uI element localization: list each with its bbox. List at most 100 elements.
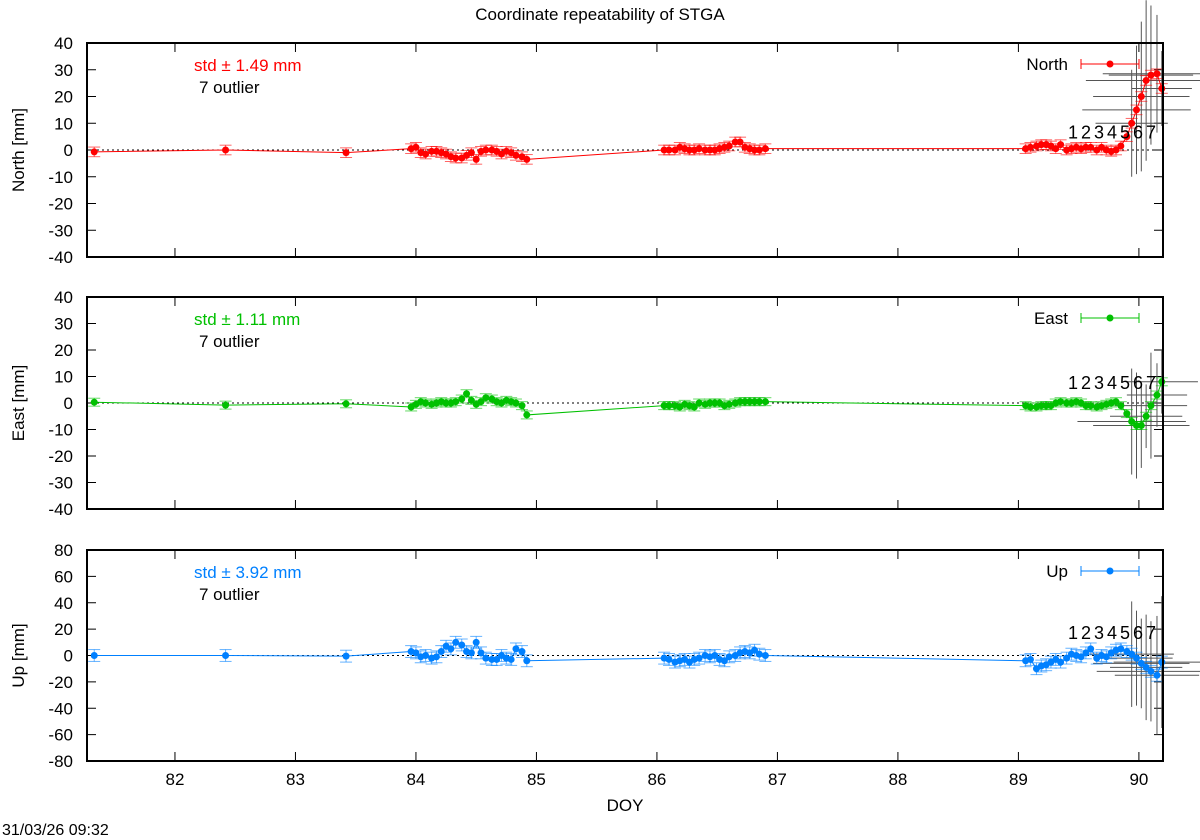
data-point bbox=[518, 648, 526, 656]
data-point bbox=[665, 146, 673, 154]
data-point bbox=[507, 655, 515, 663]
data-point bbox=[452, 638, 460, 646]
outlier-label: 7 bbox=[1146, 623, 1156, 643]
data-point bbox=[482, 394, 490, 402]
y-axis-label: East [mm] bbox=[9, 365, 28, 442]
data-point bbox=[412, 143, 420, 151]
data-point bbox=[342, 652, 350, 660]
data-point bbox=[701, 146, 709, 154]
x-tick-label: 84 bbox=[406, 770, 425, 789]
series-line bbox=[94, 641, 1163, 677]
data-point bbox=[518, 402, 526, 410]
y-tick-label: 0 bbox=[64, 141, 73, 160]
data-point bbox=[695, 145, 703, 153]
data-point bbox=[432, 653, 440, 661]
data-point bbox=[1117, 402, 1125, 410]
x-tick-label: 86 bbox=[647, 770, 666, 789]
data-point bbox=[1132, 106, 1140, 114]
data-point bbox=[1147, 402, 1155, 410]
data-point bbox=[660, 402, 668, 410]
y-tick-label: 80 bbox=[54, 541, 73, 560]
data-point bbox=[90, 148, 98, 156]
data-point bbox=[90, 398, 98, 406]
data-point bbox=[463, 390, 471, 398]
data-point bbox=[523, 155, 531, 163]
y-tick-label: 10 bbox=[54, 114, 73, 133]
y-axis-label: North [mm] bbox=[9, 108, 28, 192]
outlier-label: 1 bbox=[1068, 623, 1078, 643]
data-point bbox=[1132, 422, 1140, 430]
data-point bbox=[1153, 671, 1161, 679]
data-point bbox=[422, 399, 430, 407]
data-point bbox=[428, 147, 436, 155]
x-tick-label: 83 bbox=[286, 770, 305, 789]
data-point bbox=[1087, 645, 1095, 653]
y-tick-label: 10 bbox=[54, 368, 73, 387]
y-tick-label: 0 bbox=[64, 647, 73, 666]
data-point bbox=[1052, 145, 1060, 153]
data-point bbox=[1142, 76, 1150, 84]
data-point bbox=[452, 398, 460, 406]
y-tick-label: -30 bbox=[48, 474, 73, 493]
data-point bbox=[1158, 84, 1166, 92]
data-point bbox=[706, 399, 714, 407]
y-tick-label: 20 bbox=[54, 341, 73, 360]
outlier-label: 5 bbox=[1120, 623, 1130, 643]
data-point bbox=[472, 638, 480, 646]
outlier-label: 5 bbox=[1120, 373, 1130, 393]
data-point bbox=[1037, 141, 1045, 149]
y-tick-label: -30 bbox=[48, 221, 73, 240]
outlier-count: 7 outlier bbox=[199, 78, 260, 97]
outlier-label: 6 bbox=[1133, 373, 1143, 393]
data-point bbox=[437, 648, 445, 656]
data-point bbox=[1037, 402, 1045, 410]
data-point bbox=[342, 400, 350, 408]
outlier-label: 3 bbox=[1094, 122, 1104, 142]
y-tick-label: -80 bbox=[48, 752, 73, 771]
data-point bbox=[482, 654, 490, 662]
y-tick-label: 60 bbox=[54, 567, 73, 586]
data-point bbox=[695, 399, 703, 407]
data-point bbox=[1057, 398, 1065, 406]
data-point bbox=[1087, 402, 1095, 410]
y-tick-label: 0 bbox=[64, 394, 73, 413]
y-tick-label: -20 bbox=[48, 447, 73, 466]
x-tick-label: 82 bbox=[165, 770, 184, 789]
outlier-label: 1 bbox=[1068, 122, 1078, 142]
outlier-label: 7 bbox=[1146, 373, 1156, 393]
data-point bbox=[477, 649, 485, 657]
x-tick-label: 89 bbox=[1009, 770, 1028, 789]
data-point bbox=[90, 652, 98, 659]
outlier-label: 2 bbox=[1081, 373, 1091, 393]
data-point bbox=[725, 653, 733, 661]
outlier-count: 7 outlier bbox=[199, 332, 260, 351]
outlier-count: 7 outlier bbox=[199, 585, 260, 604]
data-point bbox=[731, 138, 739, 146]
data-point bbox=[472, 155, 480, 163]
timestamp: 31/03/26 09:32 bbox=[2, 822, 109, 839]
data-point bbox=[1128, 119, 1136, 127]
data-point bbox=[736, 138, 744, 146]
data-point bbox=[1042, 402, 1050, 410]
plot-frame bbox=[86, 296, 1164, 510]
x-tick-label: 88 bbox=[888, 770, 907, 789]
y-tick-label: 30 bbox=[54, 61, 73, 80]
data-point bbox=[1112, 146, 1120, 154]
data-point bbox=[452, 154, 460, 162]
data-point bbox=[447, 645, 455, 653]
data-point bbox=[711, 399, 719, 407]
data-point bbox=[755, 398, 763, 406]
data-point bbox=[761, 145, 769, 153]
y-tick-label: -10 bbox=[48, 421, 73, 440]
data-point bbox=[1082, 143, 1090, 151]
data-point bbox=[1123, 133, 1131, 141]
data-point bbox=[467, 149, 475, 157]
data-point bbox=[1123, 410, 1131, 418]
y-tick-label: 40 bbox=[54, 594, 73, 613]
data-point bbox=[1057, 141, 1065, 149]
y-tick-label: -20 bbox=[48, 673, 73, 692]
data-point bbox=[512, 399, 520, 407]
data-point bbox=[458, 395, 466, 403]
